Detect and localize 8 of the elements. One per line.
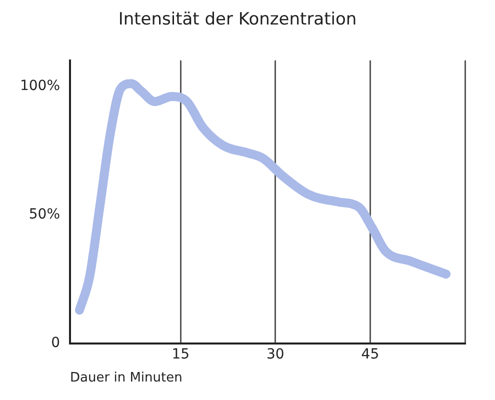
x-axis-title: Dauer in Minuten bbox=[70, 370, 182, 386]
x-tick-label: 30 bbox=[266, 346, 284, 363]
x-tick-label: 15 bbox=[172, 346, 190, 363]
y-tick-label: 100% bbox=[20, 78, 60, 94]
y-tick-label: 50% bbox=[28, 206, 60, 223]
chart-title: Intensität der Konzentration bbox=[118, 10, 357, 30]
y-tick-label: 0 bbox=[51, 335, 60, 352]
x-tick-label: 45 bbox=[361, 346, 380, 363]
